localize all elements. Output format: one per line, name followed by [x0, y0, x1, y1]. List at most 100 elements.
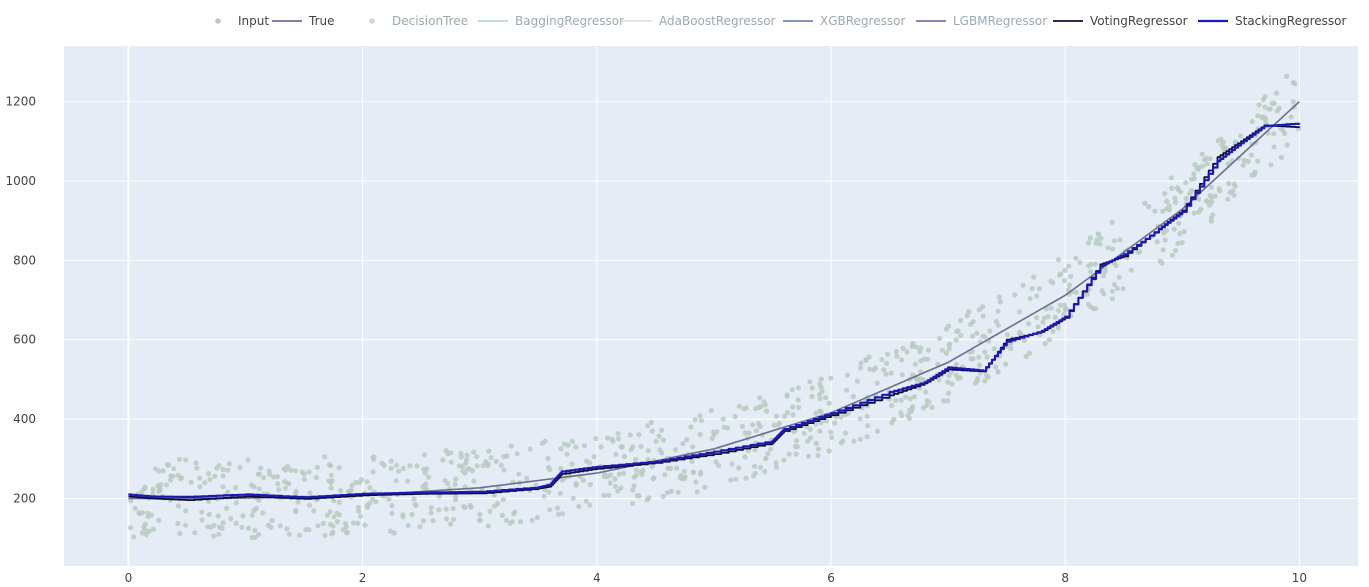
input-point	[450, 516, 456, 522]
legend-item-input[interactable]: Input	[215, 14, 269, 28]
legend-item-xgbregressor[interactable]: XGBRegressor	[783, 14, 905, 28]
input-point	[674, 465, 680, 471]
input-point	[1050, 280, 1056, 286]
legend-item-decisiontree[interactable]: DecisionTree	[369, 14, 468, 28]
input-point	[583, 458, 590, 464]
input-point	[389, 510, 395, 516]
input-point	[245, 525, 251, 531]
input-point	[1255, 158, 1261, 164]
input-point	[251, 507, 257, 514]
legend-item-true[interactable]: True	[272, 14, 335, 28]
input-point	[1057, 302, 1063, 308]
input-point	[818, 409, 824, 415]
input-point	[216, 531, 222, 537]
input-point	[943, 350, 949, 356]
input-point	[968, 321, 974, 327]
input-point	[974, 330, 980, 336]
input-point	[817, 396, 823, 402]
input-point	[885, 351, 891, 357]
input-point	[539, 440, 545, 446]
input-point	[199, 509, 205, 515]
input-point	[844, 372, 851, 378]
legend-item-votingregressor[interactable]: VotingRegressor	[1053, 14, 1188, 28]
input-point	[587, 482, 594, 488]
input-point	[615, 488, 621, 494]
input-point	[752, 463, 758, 469]
input-point	[888, 370, 894, 376]
input-point	[1055, 257, 1062, 263]
input-point	[688, 424, 694, 430]
input-point	[534, 514, 540, 521]
input-point	[329, 478, 335, 484]
input-point	[436, 493, 442, 499]
input-point	[324, 512, 330, 518]
input-point	[633, 467, 640, 473]
input-point	[487, 508, 493, 514]
input-point	[1034, 315, 1040, 321]
input-point	[638, 469, 644, 475]
input-point	[226, 461, 232, 467]
input-point	[773, 464, 780, 470]
input-point	[240, 513, 246, 519]
legend-item-baggingregressor[interactable]: BaggingRegressor	[478, 14, 624, 28]
input-point	[664, 490, 670, 496]
input-point	[984, 354, 990, 360]
input-point	[295, 499, 301, 505]
input-point	[547, 467, 553, 473]
input-point	[142, 485, 148, 492]
input-point	[512, 509, 518, 515]
input-point	[334, 510, 340, 516]
input-point	[1164, 198, 1170, 204]
input-point	[693, 479, 699, 485]
input-point	[898, 397, 904, 403]
input-point	[1191, 171, 1197, 177]
input-point	[612, 476, 618, 482]
input-point	[284, 526, 290, 532]
input-point	[1249, 118, 1255, 125]
legend-item-stackingregressor[interactable]: StackingRegressor	[1198, 14, 1346, 28]
input-point	[1274, 90, 1280, 96]
input-point	[239, 524, 245, 531]
input-point	[1052, 314, 1058, 320]
legend[interactable]: Input True DecisionTree BaggingRegressor Ada…	[215, 14, 1346, 28]
input-point	[420, 518, 426, 524]
input-point	[288, 467, 294, 473]
legend-item-adaboostregressor[interactable]: AdaBoostRegressor	[622, 14, 776, 28]
input-point	[1262, 104, 1268, 110]
input-point	[371, 456, 377, 462]
input-point	[1160, 247, 1166, 253]
input-point	[946, 342, 952, 348]
input-point	[405, 478, 411, 484]
input-point	[857, 365, 864, 371]
input-point	[844, 387, 850, 393]
input-point	[742, 454, 748, 460]
input-point	[645, 456, 651, 463]
input-point	[1159, 260, 1165, 266]
input-point	[773, 460, 779, 466]
input-point	[615, 436, 622, 442]
input-point	[1210, 212, 1216, 218]
input-point	[1204, 198, 1210, 204]
input-point	[488, 455, 494, 461]
input-point	[791, 429, 797, 435]
input-point	[604, 435, 611, 441]
input-point	[1020, 282, 1026, 288]
input-point	[1073, 255, 1079, 261]
input-point	[1225, 196, 1231, 202]
x-tick-label: 2	[359, 571, 367, 585]
input-point	[1026, 321, 1032, 327]
input-point	[817, 381, 823, 387]
input-point	[260, 510, 266, 516]
input-point	[364, 479, 370, 485]
input-point	[980, 313, 986, 319]
input-point	[1200, 163, 1206, 169]
input-point	[804, 438, 811, 444]
input-point	[400, 512, 406, 518]
legend-item-lgbmregressor[interactable]: LGBMRegressor	[916, 14, 1047, 28]
input-point	[1271, 131, 1277, 137]
input-point	[428, 510, 434, 516]
input-point	[450, 505, 456, 512]
input-point	[807, 379, 813, 385]
input-point	[1109, 246, 1116, 252]
input-point	[1092, 261, 1098, 267]
